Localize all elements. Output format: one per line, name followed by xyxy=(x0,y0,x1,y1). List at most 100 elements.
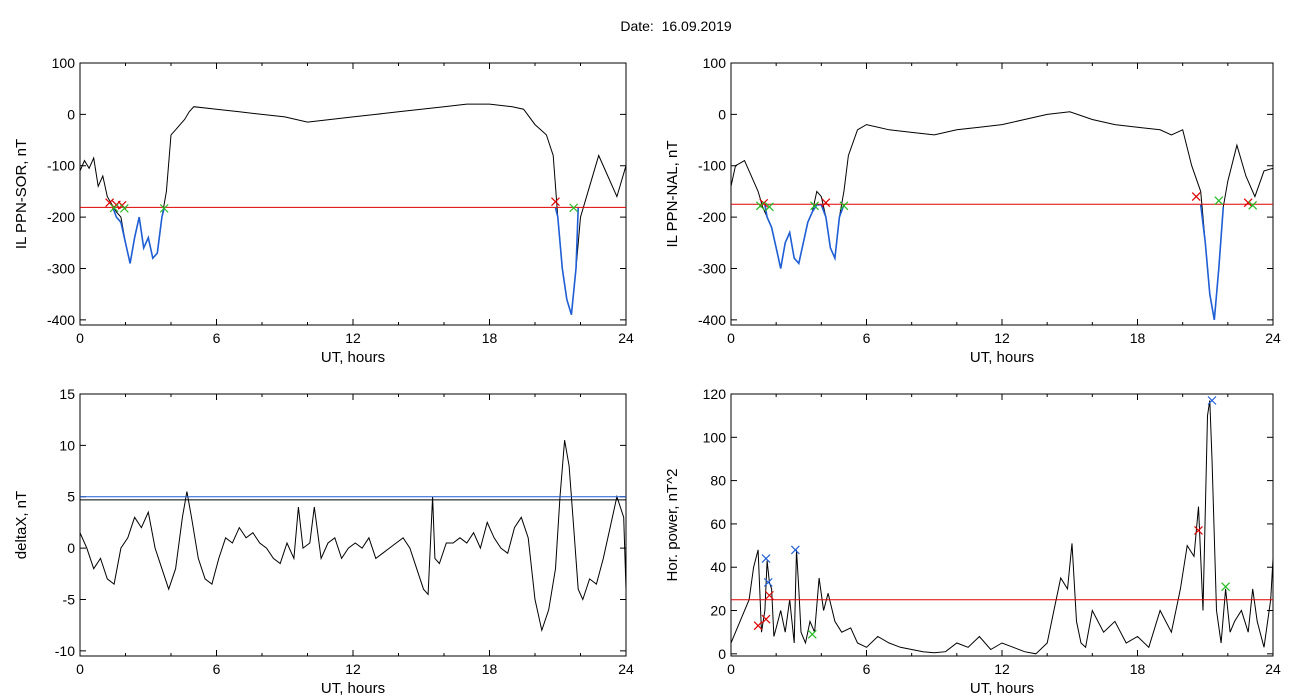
series-line-0 xyxy=(731,400,1273,655)
marker-stroke xyxy=(821,198,831,208)
y-tick-label: -300 xyxy=(698,260,726,276)
y-axis-label: IL PPN-SOR, nT xyxy=(13,139,30,249)
marker-stroke xyxy=(569,203,579,213)
x-tick-label: 12 xyxy=(345,661,361,677)
y-tick-label: 100 xyxy=(703,429,727,445)
marker-stroke xyxy=(119,203,129,213)
marker-stroke xyxy=(763,577,773,587)
y-tick-label: -300 xyxy=(47,260,75,276)
marker-stroke xyxy=(839,201,849,211)
marker-stroke xyxy=(1194,525,1203,535)
plot-frame xyxy=(730,62,1274,326)
y-tick-label: 100 xyxy=(52,55,76,71)
x-tick-label: 0 xyxy=(76,661,84,677)
marker-green-6 xyxy=(159,203,169,213)
x-tick-label: 24 xyxy=(618,661,634,677)
x-tick-label: 0 xyxy=(727,661,735,677)
x-tick-label: 24 xyxy=(1265,661,1281,677)
x-tick-label: 6 xyxy=(213,661,221,677)
x-tick-label: 6 xyxy=(213,330,221,346)
marker-blue-0 xyxy=(761,554,771,563)
y-tick-label: 40 xyxy=(710,559,726,575)
x-tick-label: 18 xyxy=(1130,330,1146,346)
marker-green-5 xyxy=(764,202,774,212)
marker-stroke xyxy=(761,554,771,563)
x-tick-label: 0 xyxy=(727,330,735,346)
y-tick-label: -400 xyxy=(698,312,726,328)
series-line-1 xyxy=(112,207,165,264)
marker-green-4 xyxy=(755,201,765,211)
x-tick-label: 6 xyxy=(863,661,871,677)
x-tick-label: 24 xyxy=(618,330,634,346)
marker-green-8 xyxy=(1214,196,1224,206)
series-line-2 xyxy=(1199,204,1225,321)
x-tick-label: 18 xyxy=(482,330,498,346)
marker-red-3 xyxy=(1243,198,1253,208)
y-axis-label: Hor. power, nT^2 xyxy=(664,469,681,582)
marker-green-5 xyxy=(119,203,129,213)
chart-ppn-nal: 0 6 12 18 24 100 0 -100 -200 -300 -400 UT, hours IL … xyxy=(664,55,1281,366)
marker-stroke xyxy=(1243,198,1253,208)
y-tick-label: 0 xyxy=(718,106,726,122)
marker-stroke xyxy=(1248,200,1258,210)
chart-hor-power: 0 6 12 18 24 120 100 80 60 40 20 0 UT, hours Hor. pow… xyxy=(664,386,1281,697)
plot-frame xyxy=(730,393,1274,657)
marker-red-7 xyxy=(1194,525,1203,535)
marker-blue-2 xyxy=(790,545,800,555)
y-tick-label: 80 xyxy=(710,473,726,489)
y-tick-label: -10 xyxy=(55,643,75,659)
plot-frame xyxy=(79,393,627,657)
marker-red-6 xyxy=(764,590,774,600)
marker-stroke xyxy=(1221,582,1230,592)
marker-green-8 xyxy=(807,629,817,639)
marker-stroke xyxy=(109,203,119,213)
marker-red-5 xyxy=(761,614,771,624)
marker-stroke xyxy=(1191,192,1201,201)
plot-area xyxy=(731,396,1273,655)
plot-frame xyxy=(79,62,627,326)
y-tick-label: 0 xyxy=(718,646,726,662)
y-tick-label: 100 xyxy=(703,55,727,71)
x-tick-label: 12 xyxy=(345,330,361,346)
x-tick-label: 12 xyxy=(994,661,1010,677)
y-axis-label: deltaX, nT xyxy=(13,491,30,559)
y-tick-label: 120 xyxy=(703,386,727,402)
marker-blue-3 xyxy=(1207,396,1217,405)
x-axis-label: UT, hours xyxy=(321,680,385,697)
marker-green-4 xyxy=(109,203,119,213)
x-tick-label: 24 xyxy=(1265,330,1281,346)
x-axis-label: UT, hours xyxy=(321,349,385,366)
plot-area xyxy=(80,103,626,315)
chart-deltax: 0 6 12 18 24 15 10 5 0 -5 -10 UT, hours deltaX, nT xyxy=(13,386,634,697)
y-tick-label: 60 xyxy=(710,516,726,532)
x-tick-label: 6 xyxy=(863,330,871,346)
series-line-0 xyxy=(80,103,626,315)
x-tick-label: 18 xyxy=(482,661,498,677)
series-line-0 xyxy=(80,440,626,633)
series-line-2 xyxy=(554,207,579,315)
page-title: Date: 16.09.2019 xyxy=(620,18,732,34)
marker-stroke xyxy=(761,614,771,624)
marker-green-9 xyxy=(1221,582,1230,592)
y-tick-label: 0 xyxy=(67,106,75,122)
marker-blue-1 xyxy=(763,577,773,587)
marker-stroke xyxy=(810,201,819,211)
marker-green-7 xyxy=(569,203,579,213)
marker-stroke xyxy=(753,621,763,631)
y-tick-label: -100 xyxy=(698,158,726,174)
marker-red-4 xyxy=(753,621,763,631)
marker-green-6 xyxy=(810,201,819,211)
y-axis-label: IL PPN-NAL, nT xyxy=(664,141,681,248)
marker-red-1 xyxy=(821,198,831,208)
y-tick-label: -5 xyxy=(63,591,76,607)
marker-red-3 xyxy=(551,197,560,207)
marker-stroke xyxy=(105,198,114,208)
y-tick-label: -200 xyxy=(47,209,75,225)
x-axis-label: UT, hours xyxy=(970,349,1034,366)
marker-stroke xyxy=(807,629,817,639)
marker-stroke xyxy=(755,201,765,211)
marker-stroke xyxy=(764,202,774,212)
plot-area xyxy=(731,111,1273,321)
y-tick-label: 0 xyxy=(67,540,75,556)
